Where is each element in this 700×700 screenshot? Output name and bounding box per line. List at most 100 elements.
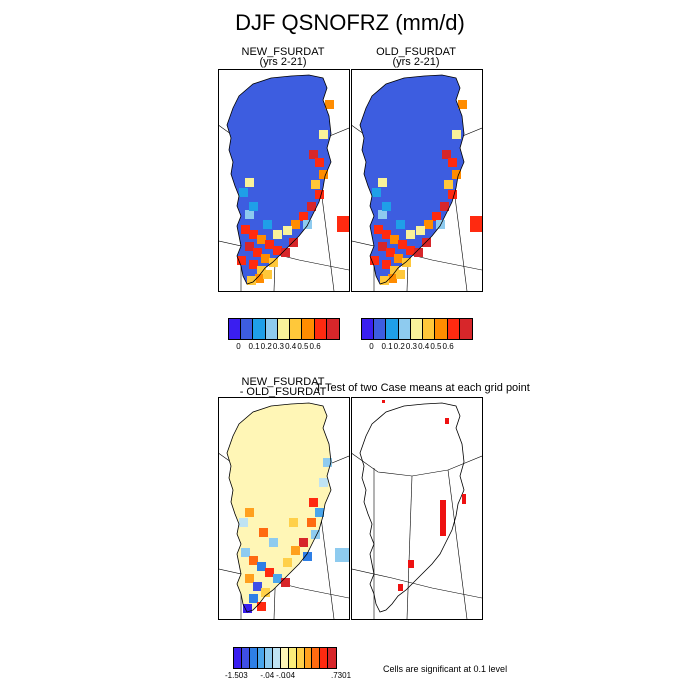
colorbar-swatch-1: [241, 319, 254, 339]
colorbar-swatch-1: [374, 319, 387, 339]
grid-cell-15: [444, 180, 453, 189]
grid-cell-22: [245, 210, 254, 219]
panel-title-old-line1: OLD_FSURDAT: [376, 46, 456, 58]
colorbar-swatch-0: [234, 648, 242, 668]
grid-cell-14: [452, 170, 461, 179]
grid-cell-31: [396, 270, 405, 279]
coastline: [226, 74, 332, 285]
colorbar-swatch-10: [312, 648, 321, 668]
colorbar-swatch-5: [423, 319, 436, 339]
grid-cell-3: [398, 240, 407, 249]
diff-cell-22: [319, 478, 328, 487]
grid-cell-33: [370, 256, 379, 265]
colorbar-swatch-12: [328, 648, 336, 668]
grid-cell-9: [269, 258, 278, 267]
colorbar-swatch-6: [435, 319, 448, 339]
diff-cell-26: [289, 518, 298, 527]
colorbar-swatch-5: [273, 648, 282, 668]
grid-cell-2: [390, 235, 399, 244]
grid-cell-14: [319, 170, 328, 179]
grid-cell-16: [448, 190, 457, 199]
coastline: [359, 74, 465, 285]
significant-cell-5: [398, 584, 403, 591]
diff-cell-3: [265, 568, 274, 577]
diff-cell-9: [249, 594, 258, 603]
panel-title-diff: NEW_FSURDAT - OLD_FSURDAT: [218, 377, 348, 398]
grid-cell-22: [378, 210, 387, 219]
diff-cell-14: [307, 518, 316, 527]
grid-cell-10: [382, 260, 391, 269]
diff-cell-8: [261, 588, 270, 597]
colorbar-label-6: 0.6: [442, 342, 454, 351]
significant-cell-4: [408, 560, 414, 568]
colorbar-swatch-6: [302, 319, 315, 339]
grid-cell-8: [394, 254, 403, 263]
grid-cell-24: [372, 188, 381, 197]
grid-cell-11: [390, 266, 399, 275]
grid-cell-28: [325, 100, 334, 109]
grid-cell-9: [402, 258, 411, 267]
grid-cell-20: [416, 226, 425, 235]
graticule-line-3: [406, 475, 413, 619]
grid-cell-4: [273, 246, 282, 255]
grid-cell-1: [249, 230, 258, 239]
significant-cell-2: [440, 500, 446, 536]
grid-cell-2: [257, 235, 266, 244]
colorbar-swatch-4: [277, 319, 291, 339]
grid-cell-29: [452, 130, 461, 139]
colorbar-label-2: -.0: [276, 671, 286, 680]
grid-cell-27: [273, 230, 282, 239]
colorbar-label-5: 0.5: [430, 342, 442, 351]
colorbar-label-4: .7301: [331, 671, 352, 680]
graticule-line-1: [352, 568, 482, 599]
significant-cell-1: [445, 418, 449, 424]
grid-cell-17: [307, 202, 316, 211]
diff-cell-24: [259, 528, 268, 537]
grid-cell-13: [315, 158, 324, 167]
panel-title-new-line2: (yrs 2-21): [259, 56, 307, 68]
colorbar-swatch-4: [265, 648, 274, 668]
colorbar-swatch-11: [320, 648, 329, 668]
diff-cell-11: [243, 604, 252, 613]
grid-cell-19: [291, 220, 300, 229]
colorbar-diff: [233, 647, 337, 669]
colorbar-label-4: 0.4: [418, 342, 430, 351]
map-new-svg: [219, 74, 349, 291]
grid-cell-10: [249, 260, 258, 269]
grid-cell-18: [432, 212, 441, 221]
grid-cell-26: [263, 220, 272, 229]
grid-cell-edge: [470, 216, 482, 232]
colorbar-label-6: 0.6: [309, 342, 321, 351]
diff-cell-23: [323, 458, 332, 467]
grid-cell-5: [414, 248, 423, 257]
colorbar-label-1: -.04: [260, 671, 275, 680]
grid-cell-7: [386, 248, 395, 257]
map-panel-new: [218, 69, 350, 292]
grid-cell-15: [311, 180, 320, 189]
colorbar-swatch-0: [362, 319, 375, 339]
grid-cell-23: [249, 202, 258, 211]
grid-cell-34: [422, 238, 431, 247]
diff-cell-6: [245, 574, 254, 583]
colorbar-label-3: 0.3: [405, 342, 417, 351]
colorbar-swatch-3: [265, 319, 278, 339]
colorbar-swatch-7: [314, 319, 327, 339]
colorbar-label-4: 0.4: [285, 342, 297, 351]
diff-cell-19: [283, 558, 292, 567]
significant-cell-0: [382, 400, 385, 403]
colorbar-swatch-6: [281, 648, 289, 668]
colorbar-label-3: 0.3: [272, 342, 284, 351]
grid-cell-3: [265, 240, 274, 249]
diff-cell-12: [309, 498, 318, 507]
grid-cell-12: [442, 150, 451, 159]
grid-cell-32: [380, 276, 389, 285]
grid-cell-33: [237, 256, 246, 265]
map-panel-ttest: [351, 397, 483, 620]
diff-cell-0: [241, 548, 250, 557]
diff-cell-18: [303, 552, 312, 561]
panel-title-ttest: T-Test of two Case means at each grid po…: [315, 382, 530, 394]
colorbar-label-0: -1.503: [225, 671, 248, 680]
chart-title: DJF QSNOFRZ (mm/d): [235, 10, 465, 35]
colorbar-swatch-8: [296, 648, 305, 668]
diff-cell-1: [249, 556, 258, 565]
